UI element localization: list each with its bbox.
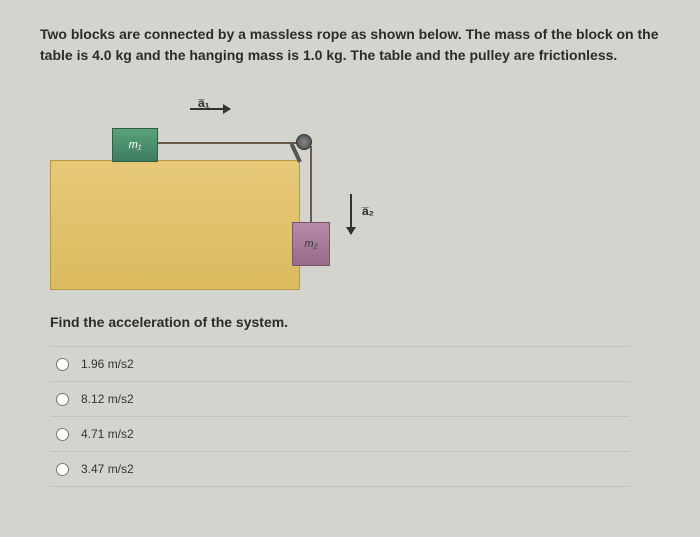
m1-label: m₁ [129,139,142,151]
radio-icon [56,428,69,441]
option-label: 3.47 m/s2 [81,462,134,476]
option-2[interactable]: 4.71 m/s2 [50,417,630,452]
table-surface [50,160,300,290]
options-list: 1.96 m/s2 8.12 m/s2 4.71 m/s2 3.47 m/s2 [50,346,630,487]
prompt-text: Find the acceleration of the system. [50,314,660,330]
option-3[interactable]: 3.47 m/s2 [50,452,630,487]
m2-label: m₂ [304,238,317,250]
block-m2: m₂ [292,222,330,266]
rope-horizontal [158,142,298,144]
question-text: Two blocks are connected by a massless r… [40,24,660,66]
rope-vertical [310,146,312,224]
a2-label: a̅₂ [362,204,374,218]
option-1[interactable]: 8.12 m/s2 [50,382,630,417]
option-0[interactable]: 1.96 m/s2 [50,347,630,382]
radio-icon [56,358,69,371]
radio-icon [56,393,69,406]
a2-arrow-icon [350,194,352,234]
block-m1: m₁ [112,128,158,162]
option-label: 4.71 m/s2 [81,427,134,441]
physics-diagram: a̅₁ m₁ m₂ a̅₂ [50,84,410,304]
a1-arrow-icon [190,108,230,110]
radio-icon [56,463,69,476]
option-label: 8.12 m/s2 [81,392,134,406]
option-label: 1.96 m/s2 [81,357,134,371]
